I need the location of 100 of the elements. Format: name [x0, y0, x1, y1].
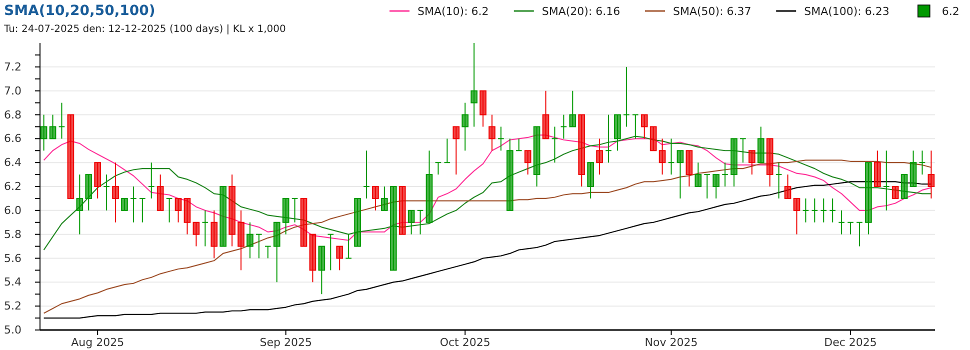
y-tick-label: 6.4 — [4, 156, 22, 170]
candlestick — [694, 162, 702, 187]
candlestick — [148, 162, 155, 199]
y-tick-label: 6.0 — [4, 204, 22, 217]
candlestick — [748, 150, 756, 176]
y-tick-label: 5.4 — [4, 276, 22, 289]
candlestick — [712, 174, 720, 199]
candlestick — [614, 114, 621, 152]
candlestick — [910, 150, 917, 187]
candlestick — [640, 114, 648, 140]
candlestick — [452, 126, 460, 176]
candlestick — [184, 198, 191, 235]
y-tick-label: 6.2 — [4, 180, 22, 194]
candlestick — [524, 150, 532, 176]
candlestick — [551, 126, 558, 164]
candlestick — [381, 186, 388, 211]
candlestick — [273, 222, 280, 283]
candlestick — [784, 174, 792, 199]
candlestick — [210, 210, 218, 259]
legend-label: SMA(100): 6.23 — [804, 5, 890, 18]
candlestick — [130, 186, 137, 223]
candlestick — [793, 198, 800, 235]
y-tick-label: 5.2 — [4, 300, 22, 313]
candlestick — [847, 222, 854, 235]
candlestick — [811, 198, 818, 223]
candlestick — [156, 174, 164, 211]
candlestick — [775, 162, 782, 199]
candlestick — [256, 234, 262, 259]
candlestick — [49, 114, 56, 140]
candlestick — [668, 138, 675, 176]
candlestick — [658, 138, 666, 176]
candlestick — [820, 198, 828, 223]
candlestick — [686, 150, 693, 187]
candlestick — [542, 90, 550, 140]
candlestick — [462, 102, 469, 152]
candlestick — [416, 210, 424, 235]
candlestick — [192, 222, 200, 247]
candlestick — [488, 114, 496, 152]
x-tick-label: Aug 2025 — [71, 336, 124, 349]
candlestick — [434, 162, 442, 176]
candlestick — [336, 246, 344, 271]
y-tick-label: 7.0 — [4, 84, 22, 98]
candlestick — [121, 198, 128, 211]
candlestick — [291, 198, 298, 223]
line-series — [43, 160, 932, 314]
x-tick-label: Dec 2025 — [824, 336, 877, 349]
candlestick — [874, 150, 881, 187]
candlestick — [838, 210, 845, 235]
candlestick — [623, 66, 630, 128]
candlestick — [740, 138, 746, 164]
candlestick — [345, 234, 352, 259]
candlestick — [470, 42, 478, 128]
x-tick-label: Nov 2025 — [644, 336, 698, 349]
candlestick — [94, 162, 102, 199]
candlestick — [802, 198, 810, 223]
candlestick — [85, 174, 92, 211]
candlestick — [829, 198, 836, 223]
candlestick — [264, 246, 272, 259]
candlestick — [58, 102, 66, 140]
candlestick — [498, 126, 504, 152]
candlestick — [246, 222, 254, 259]
candlestick — [327, 234, 334, 271]
candlestick — [282, 198, 290, 235]
candlestick — [515, 138, 522, 152]
y-tick-label: 6.8 — [4, 108, 22, 122]
legend-label: SMA(50): 6.37 — [673, 5, 752, 18]
candlestick — [238, 210, 244, 271]
candlestick — [408, 210, 415, 235]
candlestick — [757, 126, 764, 164]
candlestick — [174, 198, 182, 223]
candlestick — [632, 114, 639, 140]
candlestick — [650, 126, 657, 152]
y-tick-label: 7.2 — [4, 60, 22, 74]
candlestick — [560, 114, 568, 140]
candlestick — [138, 198, 146, 223]
candlestick — [918, 150, 926, 176]
candlestick — [112, 162, 119, 223]
legend-label: SMA(10): 6.2 — [418, 5, 489, 18]
x-tick-label: Sep 2025 — [260, 336, 312, 349]
candlestick — [928, 150, 935, 199]
y-tick-label: 5.6 — [4, 252, 22, 265]
candlestick — [480, 90, 486, 128]
candlestick — [202, 210, 209, 247]
candlestick — [444, 138, 451, 164]
candlestick — [103, 174, 110, 211]
candlestick — [318, 246, 326, 295]
candlestick — [722, 162, 728, 187]
candlestick — [596, 138, 603, 176]
candlestick — [363, 150, 370, 199]
y-tick-label: 5.8 — [4, 228, 22, 241]
candlestick — [605, 114, 612, 164]
candlestick — [892, 186, 899, 199]
text: 6.2 — [942, 5, 960, 18]
y-tick-label: 5.0 — [4, 324, 22, 337]
candlestick — [704, 174, 711, 199]
candlestick — [76, 174, 84, 235]
candlestick — [569, 90, 576, 128]
chart-title: SMA(10,20,50,100) — [4, 3, 156, 19]
candlestick — [856, 222, 863, 247]
legend-label: SMA(20): 6.16 — [542, 5, 620, 18]
